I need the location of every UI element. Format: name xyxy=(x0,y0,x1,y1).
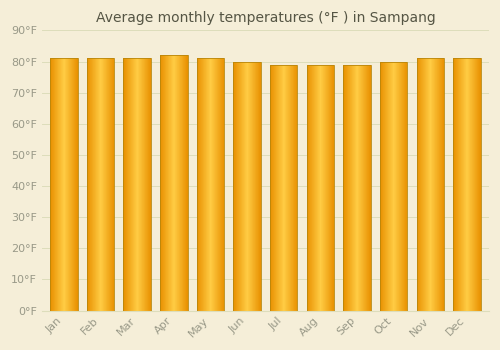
Bar xyxy=(344,65,370,310)
Bar xyxy=(380,62,407,310)
Bar xyxy=(306,65,334,310)
Bar xyxy=(87,58,115,310)
Bar xyxy=(416,58,444,310)
Bar xyxy=(196,58,224,310)
Title: Average monthly temperatures (°F ) in Sampang: Average monthly temperatures (°F ) in Sa… xyxy=(96,11,435,25)
Bar xyxy=(124,58,151,310)
Bar xyxy=(234,62,261,310)
Bar xyxy=(453,58,480,310)
Bar xyxy=(50,58,78,310)
Bar xyxy=(160,55,188,310)
Bar xyxy=(270,65,297,310)
